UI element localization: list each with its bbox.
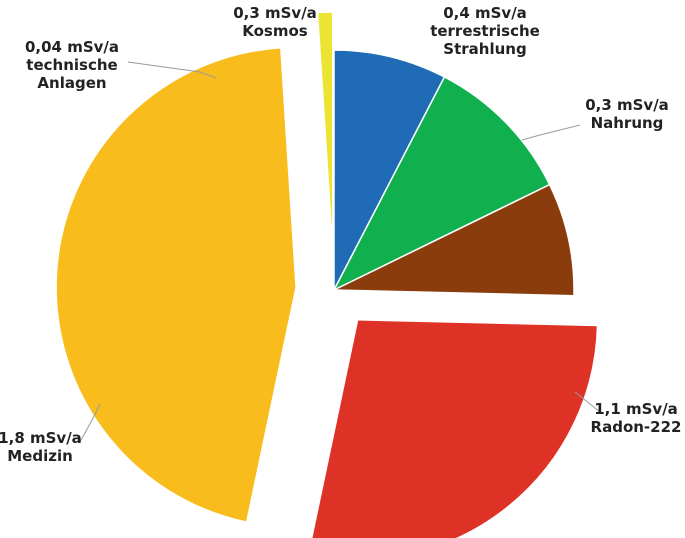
leader-line-6 xyxy=(127,61,217,79)
slice-label-5: 1,8 mSv/a Medizin xyxy=(0,429,82,465)
slice-label-4: 1,1 mSv/a Radon-222 xyxy=(591,400,682,436)
slice-label-2: 0,4 mSv/a terrestrische Strahlung xyxy=(430,4,540,58)
leader-line-3 xyxy=(521,124,581,141)
slice-label-6: 0,04 mSv/a technische Anlagen xyxy=(25,38,119,92)
slice-label-1: 0,3 mSv/a Kosmos xyxy=(233,4,317,40)
pie-slice-1 xyxy=(333,49,446,291)
slice-labels: 0,3 mSv/a Kosmos 0,4 mSv/a terrestrische Str… xyxy=(0,4,681,465)
leader-lines xyxy=(79,61,601,443)
pie-slice-4 xyxy=(310,319,599,538)
pie-slice-3 xyxy=(333,183,575,297)
slice-label-3: 0,3 mSv/a Nahrung xyxy=(585,96,669,132)
leader-line-5 xyxy=(79,403,101,443)
leader-line-4 xyxy=(574,391,601,413)
pie-slice-5 xyxy=(55,46,297,524)
pie-slice-2 xyxy=(332,75,551,292)
pie-slices xyxy=(55,11,599,538)
pie-slice-6 xyxy=(316,11,334,253)
